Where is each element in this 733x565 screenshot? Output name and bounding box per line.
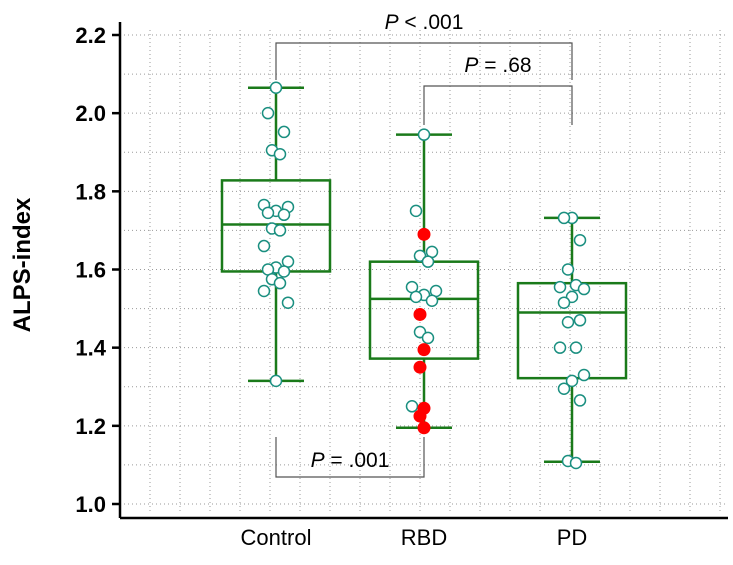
p-value-text: < .001 — [399, 11, 464, 34]
data-point — [569, 341, 583, 354]
x-axis-categories: Control RBD PD — [221, 518, 588, 550]
data-point-highlight — [413, 307, 427, 321]
significance-bracket — [275, 437, 425, 478]
y-tick-label: 2.2 — [75, 23, 106, 48]
data-point — [577, 368, 591, 382]
data-point — [553, 341, 567, 354]
p-value-label: P = .001 — [311, 449, 390, 472]
x-category-label: Control — [241, 525, 312, 550]
data-point-highlight — [417, 343, 431, 357]
data-point — [561, 316, 575, 329]
data-point — [269, 81, 283, 95]
data-point-highlight — [413, 360, 427, 374]
x-category-label: RBD — [401, 525, 447, 550]
data-point — [557, 211, 571, 225]
data-point — [425, 294, 439, 308]
data-point — [409, 290, 423, 304]
data-point — [569, 456, 583, 470]
data-point — [257, 239, 271, 253]
data-point — [277, 208, 291, 222]
y-axis-label: ALPS-index — [9, 197, 36, 332]
y-tick-label: 2.0 — [75, 101, 106, 126]
data-point — [573, 233, 587, 247]
data-point — [553, 280, 567, 294]
p-value-text: = .001 — [325, 449, 390, 472]
data-point — [273, 224, 287, 237]
y-tick-label: 1.8 — [75, 179, 106, 204]
data-point — [557, 382, 571, 395]
significance-bracket — [423, 85, 573, 125]
p-value-label: P < .001 — [385, 11, 464, 34]
data-point — [557, 296, 571, 309]
p-symbol: P — [311, 449, 325, 472]
data-point — [405, 400, 419, 413]
data-point — [261, 206, 275, 220]
data-point — [257, 284, 271, 298]
p-value-text: = .68 — [478, 54, 531, 77]
data-point — [409, 204, 423, 218]
data-point — [261, 106, 275, 120]
data-point — [561, 263, 575, 276]
data-point — [421, 255, 435, 268]
data-point — [273, 276, 287, 290]
data-point — [573, 394, 587, 407]
significance-bracket — [275, 42, 573, 80]
data-point — [273, 147, 287, 161]
data-point — [573, 314, 587, 327]
data-point — [269, 374, 283, 388]
p-value-label: P = .68 — [464, 54, 531, 77]
data-point — [565, 374, 579, 388]
p-symbol: P — [464, 54, 478, 77]
y-axis-ticks: 1.0 1.2 1.4 1.6 1.8 2.0 2.2 — [75, 23, 120, 517]
y-tick-label: 1.4 — [75, 336, 106, 361]
data-point — [417, 128, 431, 141]
p-symbol: P — [385, 11, 399, 34]
y-tick-label: 1.2 — [75, 414, 106, 439]
data-point-highlight — [417, 421, 431, 435]
data-point — [277, 125, 291, 139]
data-points — [257, 81, 591, 470]
data-point-highlight — [413, 409, 427, 423]
y-tick-label: 1.6 — [75, 258, 106, 283]
x-category-label: PD — [557, 525, 588, 550]
data-point — [421, 331, 435, 345]
data-point — [277, 265, 291, 278]
data-point-highlight — [417, 227, 431, 241]
y-tick-label: 1.0 — [75, 492, 106, 517]
data-point — [281, 296, 295, 309]
data-point — [577, 282, 591, 296]
